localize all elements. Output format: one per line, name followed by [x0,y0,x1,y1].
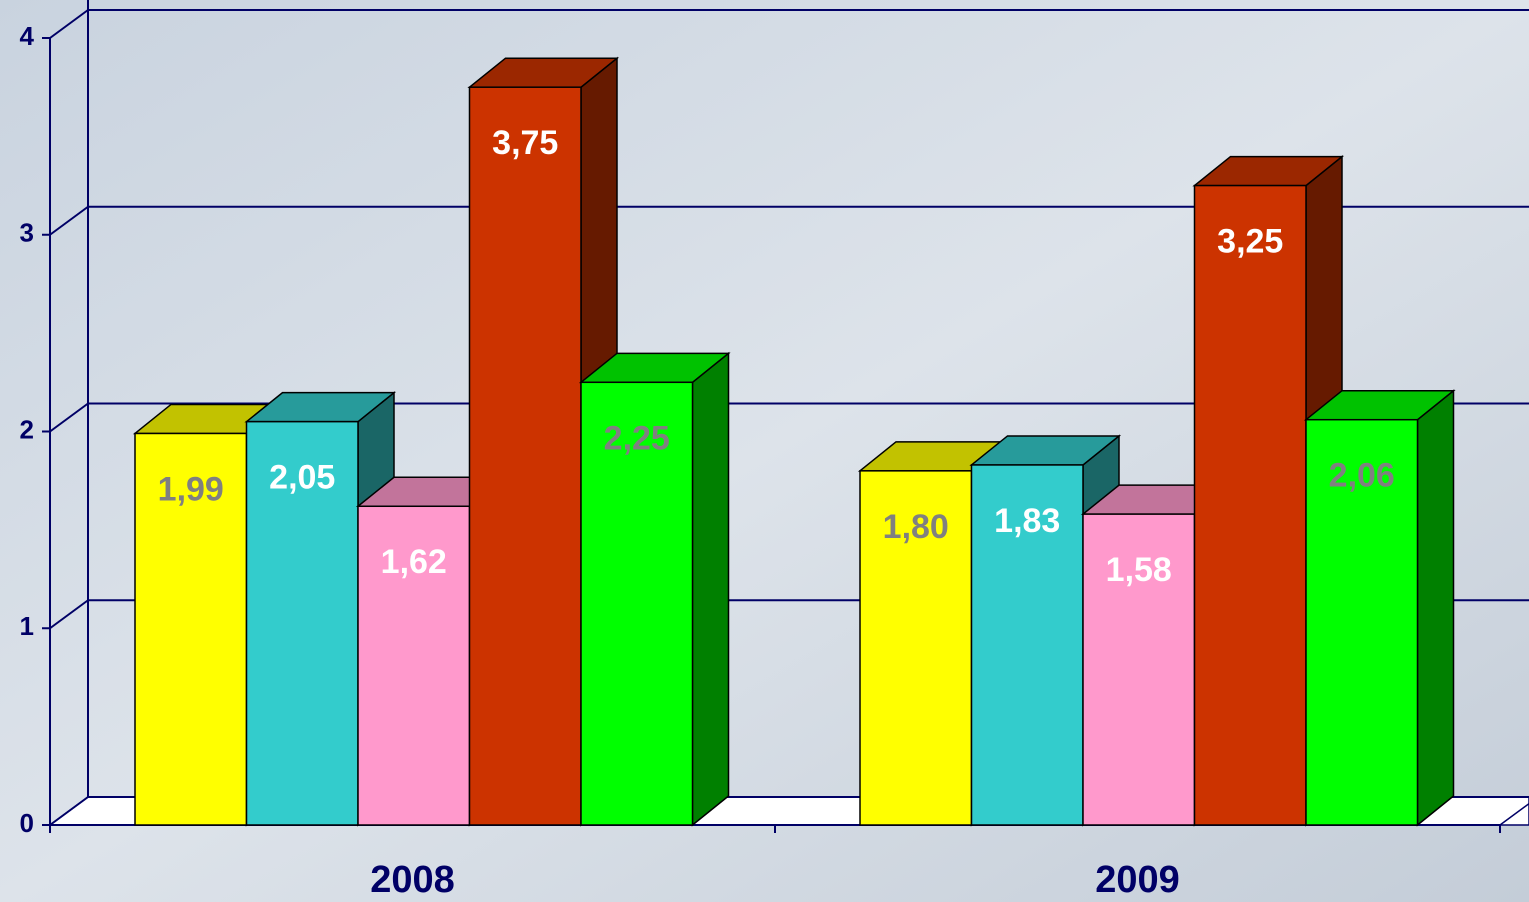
bar [970,464,1084,826]
bar [245,420,359,826]
grid-line-side [49,796,89,826]
floor-edge [1499,802,1529,826]
bar [357,505,471,826]
grid-line-side [49,205,89,236]
value-label: 1,99 [158,470,224,508]
y-tick-label: 4 [20,21,35,51]
bar [468,86,582,826]
x-tick-label: 2008 [370,859,455,901]
value-label: 2,06 [1329,457,1395,495]
value-label: 1,83 [994,502,1060,540]
y-tick-label: 1 [20,611,34,641]
value-label: 3,75 [492,124,558,162]
value-label: 2,25 [604,419,670,457]
bar [134,432,248,826]
bar [1193,184,1307,826]
grid-line-side [49,599,89,630]
y-tick-label: 0 [20,808,34,838]
value-label: 3,25 [1217,223,1283,261]
value-label: 1,62 [381,543,447,581]
value-label: 2,05 [269,459,335,497]
bar [580,381,694,826]
bar [1305,418,1419,826]
bar-side [1416,389,1455,827]
grid-line-side [49,9,89,39]
value-label: 1,58 [1106,551,1172,589]
y-tick-label: 3 [20,218,34,248]
value-label: 1,80 [883,508,949,546]
y-tick-label: 2 [20,414,34,444]
bar-side [691,351,730,827]
bar [1082,513,1196,826]
grid-line-side [49,402,89,433]
bar [859,470,973,826]
x-tick-label: 2009 [1095,859,1180,901]
